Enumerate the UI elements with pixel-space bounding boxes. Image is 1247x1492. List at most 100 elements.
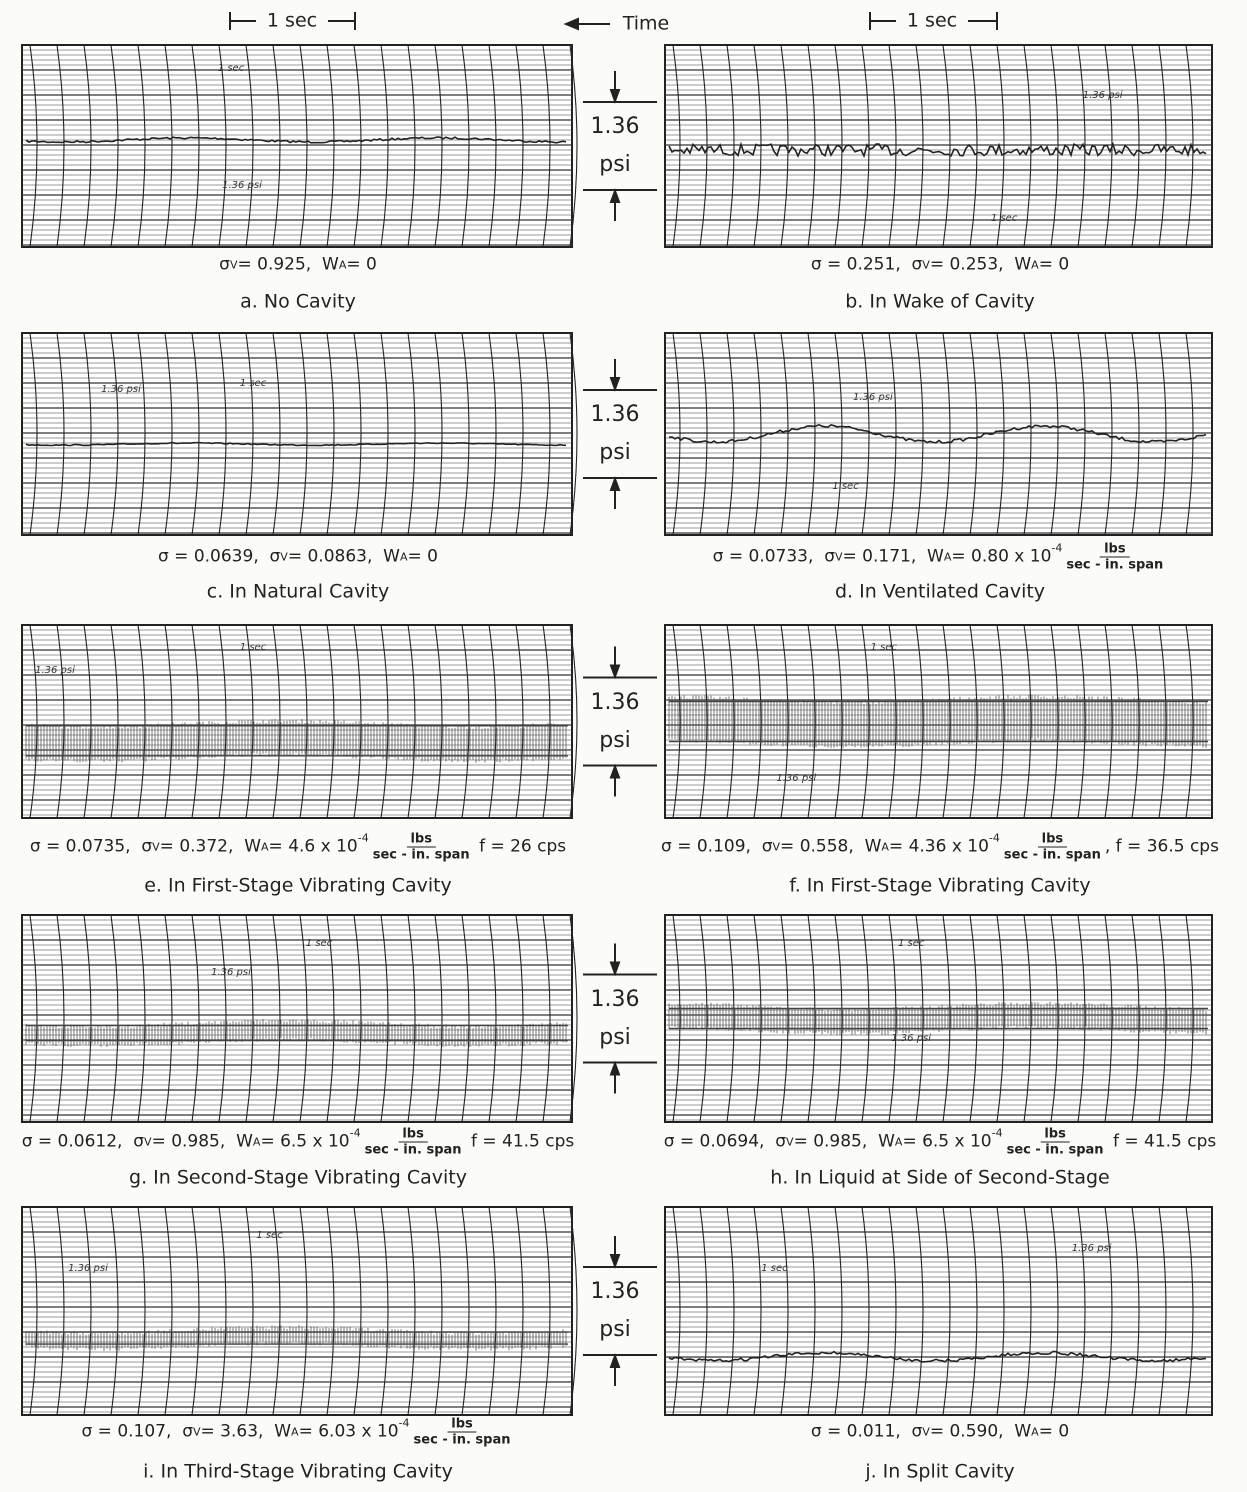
panel-caption: g. In Second-Stage Vibrating Cavity xyxy=(129,1166,467,1189)
param-text: = 0.80 x 10 xyxy=(951,546,1052,567)
param-text: = 4.6 x 10 xyxy=(268,836,358,857)
paper-arc xyxy=(1023,332,1032,536)
param-subscript: A xyxy=(261,840,269,854)
paper-arc xyxy=(83,44,92,248)
param-subscript: A xyxy=(894,1135,903,1149)
paper-arc xyxy=(542,914,551,1123)
param-exponent: -4 xyxy=(349,1126,361,1140)
paper-arc xyxy=(299,1206,308,1416)
paper-arc xyxy=(56,914,65,1123)
paper-arc xyxy=(380,44,389,248)
panel-caption: d. In Ventilated Cavity xyxy=(834,580,1046,603)
paper-arc xyxy=(137,914,146,1123)
paper-arc xyxy=(299,332,308,536)
handwritten-note: 1.36 psi xyxy=(68,1263,108,1275)
handwritten-note: 1.36 psi xyxy=(101,383,141,395)
param-fraction: lbs sec - in. span xyxy=(1066,543,1163,572)
scale-arrowhead xyxy=(609,763,621,779)
paper-border xyxy=(21,44,573,248)
paper-arc xyxy=(380,332,389,536)
paper-arc xyxy=(969,44,978,248)
handwritten-note: 1 sec xyxy=(256,1230,283,1242)
panel-caption: f. In First-Stage Vibrating Cavity xyxy=(789,874,1091,897)
paper-arc xyxy=(699,332,708,536)
paper-arc xyxy=(1185,1206,1194,1416)
scale-value: 1.36 xyxy=(590,114,640,139)
paper-arc xyxy=(245,332,254,536)
paper-arc xyxy=(272,914,281,1123)
paper-arc xyxy=(699,1206,708,1416)
paper-arc xyxy=(434,1206,443,1416)
param-text: = 0.171, W xyxy=(842,546,944,567)
fraction-numerator: lbs xyxy=(406,833,436,848)
paper-arc xyxy=(753,914,762,1123)
pressure-trace xyxy=(25,719,567,763)
paper-arc xyxy=(996,914,1005,1123)
paper-arc xyxy=(83,332,92,536)
paper-arc xyxy=(1185,44,1194,248)
param-fraction: lbs sec - in. span xyxy=(1004,833,1101,862)
param-text: = 6.03 x 10 xyxy=(298,1421,399,1442)
param-text: = 6.5 x 10 xyxy=(902,1131,992,1152)
paper-arc xyxy=(137,44,146,248)
panel-caption: c. In Natural Cavity xyxy=(206,580,390,603)
fraction-denominator: sec - in. span xyxy=(1003,847,1101,863)
paper-arc xyxy=(834,624,843,819)
fraction-denominator: sec - in. span xyxy=(1006,1142,1104,1158)
paper-arc xyxy=(915,1206,924,1416)
handwritten-note: 1 sec xyxy=(897,937,925,949)
chart-paper xyxy=(664,44,1213,248)
scale-value: 1.36 xyxy=(590,689,640,715)
paper-arc xyxy=(137,332,146,536)
paper-arc xyxy=(29,914,38,1123)
param-subscript: A xyxy=(252,1135,261,1149)
scale-value: 1.36 xyxy=(590,986,640,1012)
param-subscript: V xyxy=(922,1425,930,1439)
paper-arc xyxy=(569,914,578,1123)
param-subscript: V xyxy=(834,550,843,564)
paper-arc xyxy=(1158,44,1167,248)
param-text: σ = 0.251, σ xyxy=(810,254,923,275)
paper-arc xyxy=(29,44,38,248)
paper-arc xyxy=(299,914,308,1123)
paper-arc xyxy=(380,914,389,1123)
paper-arc xyxy=(434,332,443,536)
param-subscript: V xyxy=(192,1425,201,1439)
paper-arc xyxy=(1077,624,1086,819)
paper-arc xyxy=(137,1206,146,1416)
paper-arc xyxy=(969,332,978,536)
handwritten-note: 1.36 psi xyxy=(776,773,817,785)
scale-marker xyxy=(583,943,657,1094)
fraction-numerator: lbs xyxy=(1100,543,1130,558)
paper-arc xyxy=(191,624,200,819)
paper-arc xyxy=(672,914,681,1123)
paper-arc xyxy=(780,332,789,536)
paper-arc xyxy=(780,1206,789,1416)
paper-arc xyxy=(83,1206,92,1416)
paper-arc xyxy=(515,332,524,536)
paper-arc xyxy=(1050,332,1059,536)
paper-arc xyxy=(218,332,227,536)
chart-paper xyxy=(21,1206,578,1416)
parameters: σ = 0.011, σ V = 0.590, W A = 0 xyxy=(811,1423,1069,1441)
param-subscript: V xyxy=(772,840,781,854)
paper-arc xyxy=(488,624,497,819)
paper-arc xyxy=(137,624,146,819)
param-text: = 3.63, W xyxy=(200,1421,292,1442)
paper-arc xyxy=(569,44,578,248)
handwritten-note: 1.36 psi xyxy=(222,180,262,192)
paper-arc xyxy=(218,44,227,248)
paper-arc xyxy=(1185,914,1194,1123)
param-text: = 0.925, W xyxy=(237,254,339,275)
paper-arc xyxy=(29,1206,38,1416)
paper-arc xyxy=(969,624,978,819)
paper-arc xyxy=(942,624,951,819)
paper-arc xyxy=(272,1206,281,1416)
param-text: σ = 0.0694, σ xyxy=(663,1131,787,1152)
param-text: σ = 0.0733, σ xyxy=(712,546,835,567)
paper-arc xyxy=(110,332,119,536)
paper-arc xyxy=(1104,624,1113,819)
paper-arc xyxy=(542,1206,551,1416)
handwritten-note: 1.36 psi xyxy=(852,391,893,403)
